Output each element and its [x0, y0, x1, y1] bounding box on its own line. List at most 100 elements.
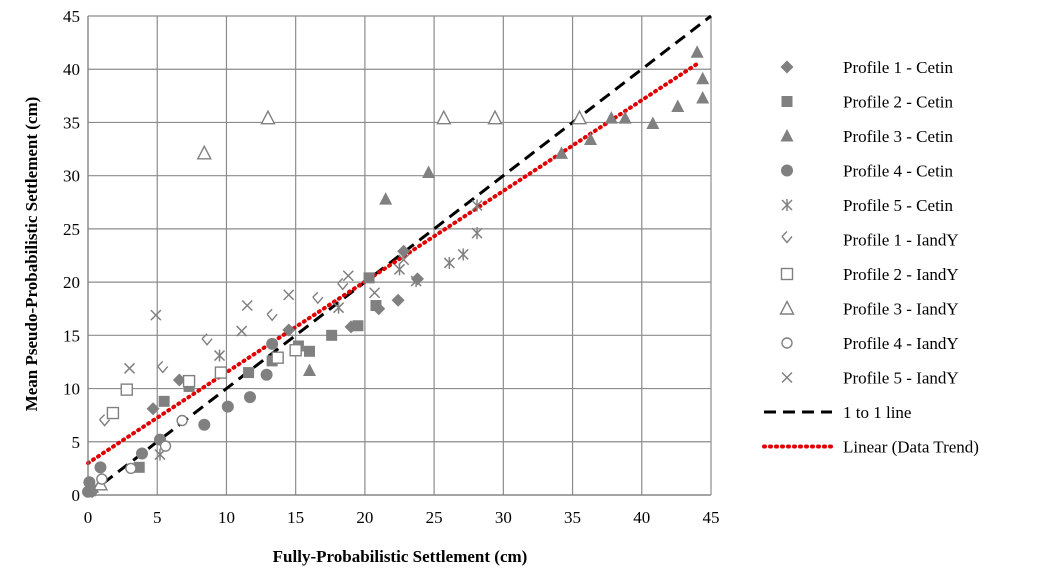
data-point	[94, 461, 107, 474]
x-tick-label: 35	[564, 508, 581, 527]
data-point	[487, 109, 503, 125]
data-point	[471, 199, 483, 212]
data-point	[391, 293, 405, 307]
legend-marker	[781, 96, 793, 107]
data-point	[333, 301, 345, 314]
legend-marker	[781, 164, 793, 177]
data-point	[133, 461, 145, 473]
legend-entry: Profile 4 - IandY	[781, 334, 959, 353]
data-point	[457, 248, 469, 261]
data-point	[696, 71, 710, 85]
data-point	[283, 289, 295, 301]
legend-label: Profile 5 - IandY	[843, 369, 959, 388]
data-point	[342, 270, 354, 282]
data-point	[201, 333, 213, 346]
data-point	[260, 109, 276, 125]
series-9	[96, 414, 188, 485]
y-axis-title: Mean Pseudo-Probabilistic Settlement (cm…	[22, 97, 41, 412]
x-axis-title: Fully-Probabilistic Settlement (cm)	[273, 547, 528, 566]
legend-label: Profile 1 - Cetin	[843, 58, 954, 77]
legend-label: Profile 3 - Cetin	[843, 127, 954, 146]
series-6	[99, 277, 349, 427]
legend-entry: Profile 2 - Cetin	[781, 93, 954, 112]
y-tick-label: 5	[72, 433, 81, 452]
data-point	[83, 476, 96, 489]
data-point	[266, 308, 278, 322]
axes	[87, 16, 711, 496]
legend-entry: Profile 3 - IandY	[779, 300, 959, 319]
x-tick-label: 10	[218, 508, 235, 527]
data-point	[96, 473, 108, 485]
data-point	[369, 287, 381, 299]
trend-lines	[86, 14, 712, 497]
legend-marker	[781, 337, 793, 349]
data-point	[379, 192, 393, 205]
data-point	[303, 363, 317, 376]
x-tick-label: 25	[426, 508, 443, 527]
x-tick-label: 15	[287, 508, 304, 527]
legend-marker	[781, 199, 793, 211]
data-point	[422, 165, 436, 178]
x-tick-label: 5	[153, 508, 162, 527]
legend-label: Profile 1 - IandY	[843, 231, 959, 250]
data-point	[618, 111, 632, 124]
series-5	[154, 199, 483, 461]
legend-entry: Profile 5 - Cetin	[781, 196, 954, 215]
data-point	[646, 116, 660, 130]
y-tick-label: 15	[63, 326, 80, 345]
y-tick-label: 0	[72, 486, 81, 505]
y-tick-label: 20	[63, 273, 80, 292]
legend-marker	[781, 231, 793, 244]
data-point	[159, 440, 172, 452]
data-point	[398, 254, 410, 266]
data-point	[150, 309, 162, 321]
data-point	[135, 447, 148, 460]
data-point	[182, 374, 196, 388]
legend-marker	[781, 371, 793, 384]
y-tick-label: 10	[63, 380, 80, 399]
data-point	[236, 325, 248, 337]
data-point	[471, 227, 483, 240]
data-point	[241, 299, 253, 312]
trend-line	[86, 61, 700, 466]
data-point	[370, 300, 382, 312]
x-tick-label: 20	[356, 508, 373, 527]
legend-entry: Profile 4 - Cetin	[781, 162, 954, 181]
legend-label: 1 to 1 line	[843, 403, 911, 422]
legend-entry: Linear (Data Trend)	[762, 438, 979, 457]
data-point	[266, 337, 279, 350]
series-10	[88, 254, 410, 494]
data-point	[243, 367, 255, 379]
legend-label: Profile 4 - Cetin	[843, 162, 954, 181]
legend-entry: Profile 5 - IandY	[781, 369, 959, 388]
legend-entry: Profile 1 - Cetin	[780, 58, 954, 77]
legend-label: Profile 2 - IandY	[843, 265, 959, 284]
y-tick-label: 45	[63, 7, 80, 26]
series-7	[106, 344, 302, 420]
data-point	[198, 418, 211, 431]
legend-marker	[780, 60, 794, 74]
data-point	[443, 256, 455, 269]
legend-marker	[780, 129, 794, 142]
legend-marker	[780, 267, 794, 281]
legend-label: Profile 2 - Cetin	[843, 93, 954, 112]
data-point	[124, 362, 136, 374]
y-tick-label: 30	[63, 167, 80, 186]
x-tick-label: 0	[84, 508, 93, 527]
legend-label: Profile 3 - IandY	[843, 300, 959, 319]
data-point	[176, 414, 188, 427]
legend-entry: Profile 3 - Cetin	[780, 127, 954, 146]
data-point	[304, 345, 316, 357]
x-tick-label: 40	[633, 508, 650, 527]
data-point	[221, 400, 234, 413]
data-point	[604, 111, 618, 124]
legend-entry: Profile 1 - IandY	[781, 231, 959, 250]
data-point	[213, 349, 226, 362]
x-tick-label: 30	[495, 508, 512, 527]
legend-label: Profile 4 - IandY	[843, 334, 959, 353]
data-point	[158, 395, 170, 407]
series-3	[303, 45, 710, 376]
data-point	[571, 109, 588, 125]
data-point	[271, 351, 284, 364]
